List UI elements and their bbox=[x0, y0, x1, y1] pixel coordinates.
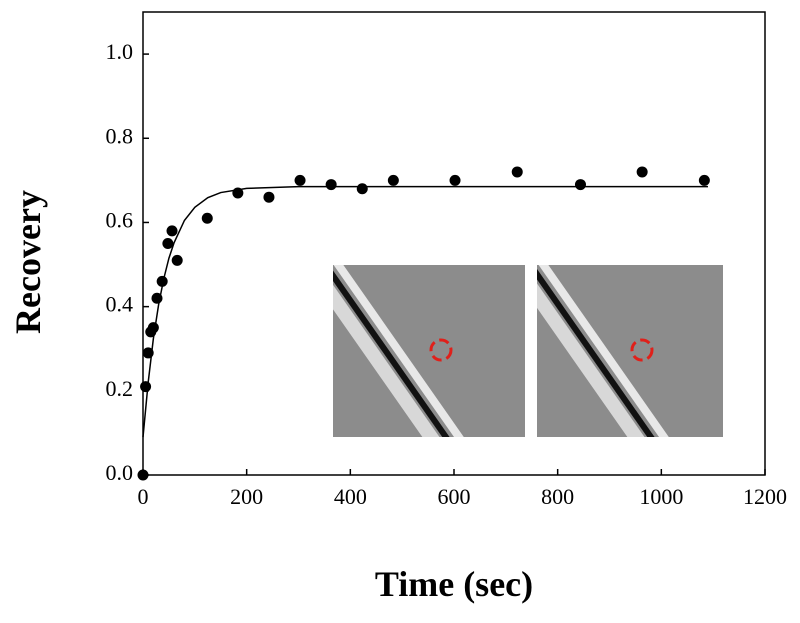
data-point bbox=[636, 166, 648, 178]
x-tick-label: 1200 bbox=[743, 484, 787, 509]
data-point bbox=[137, 469, 149, 481]
data-point bbox=[156, 275, 168, 287]
data-point bbox=[387, 174, 399, 186]
inset-image bbox=[333, 265, 525, 437]
data-point bbox=[294, 174, 306, 186]
data-point bbox=[232, 187, 244, 199]
data-point bbox=[151, 292, 163, 304]
data-point bbox=[698, 174, 710, 186]
y-tick-label: 0.8 bbox=[106, 123, 134, 148]
x-tick-label: 200 bbox=[230, 484, 263, 509]
data-point bbox=[171, 254, 183, 266]
x-tick-label: 1000 bbox=[639, 484, 683, 509]
data-point bbox=[140, 381, 152, 393]
inset-image bbox=[537, 265, 723, 437]
y-axis-title: Recovery bbox=[8, 190, 48, 334]
x-tick-label: 400 bbox=[334, 484, 367, 509]
x-tick-label: 800 bbox=[541, 484, 574, 509]
y-tick-label: 0.4 bbox=[106, 292, 134, 317]
data-point bbox=[147, 322, 159, 334]
x-axis-title: Time (sec) bbox=[375, 564, 533, 604]
data-point bbox=[325, 179, 337, 191]
y-tick-label: 0.0 bbox=[106, 460, 134, 485]
data-point bbox=[511, 166, 523, 178]
data-point bbox=[162, 238, 174, 249]
data-point bbox=[574, 179, 586, 191]
data-point bbox=[142, 347, 154, 359]
x-tick-label: 0 bbox=[138, 484, 149, 509]
y-tick-label: 0.6 bbox=[106, 208, 134, 233]
data-point bbox=[166, 225, 178, 237]
data-point bbox=[449, 174, 461, 186]
data-point bbox=[263, 191, 275, 203]
y-tick-label: 0.2 bbox=[106, 376, 134, 401]
x-tick-label: 600 bbox=[438, 484, 471, 509]
y-tick-label: 1.0 bbox=[106, 39, 134, 64]
data-point bbox=[201, 212, 213, 224]
data-point bbox=[356, 183, 368, 195]
